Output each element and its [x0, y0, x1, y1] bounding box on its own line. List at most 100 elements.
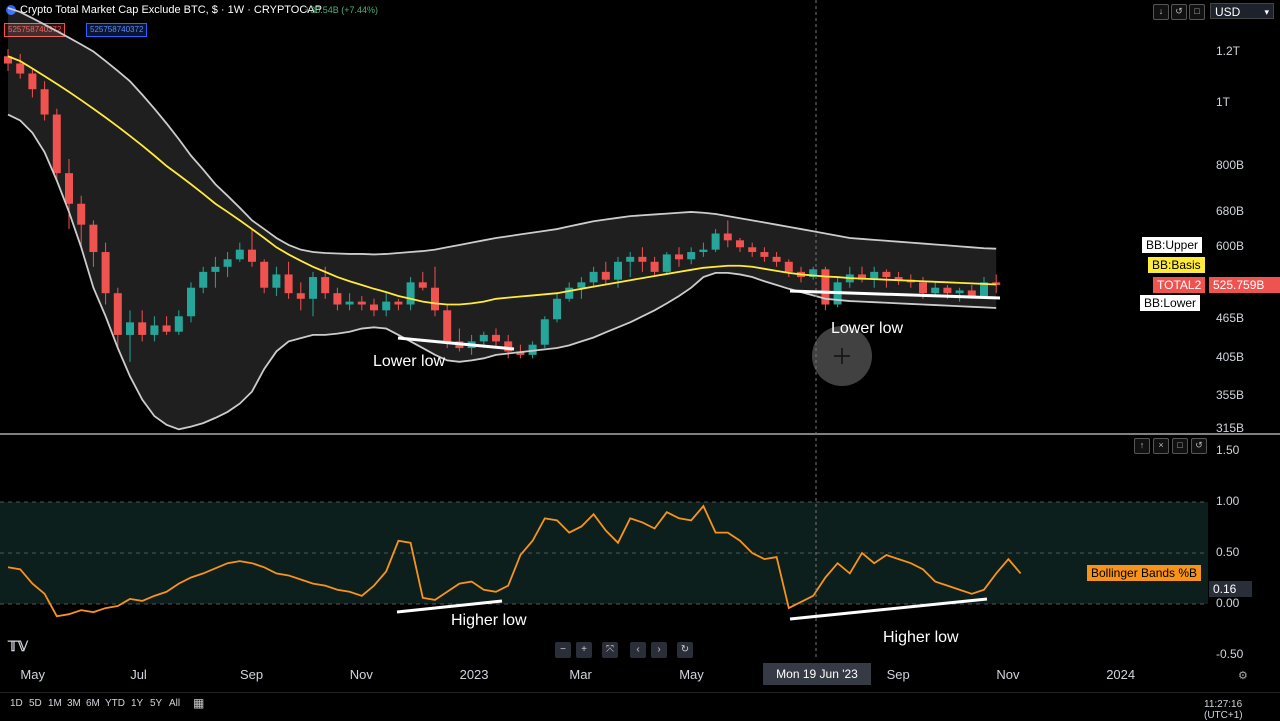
time-tick-label: Mar — [569, 667, 592, 682]
candle-body — [16, 63, 25, 74]
zoom-in-icon[interactable]: + — [576, 642, 592, 658]
higher-low-label-2: Higher low — [883, 629, 959, 646]
candle-body — [760, 252, 769, 257]
bb-basis-tag: BB:Basis — [1148, 257, 1205, 273]
candle-body — [492, 334, 500, 342]
candle-body — [382, 301, 391, 311]
close-icon[interactable]: × — [1153, 438, 1169, 454]
indicator-value-tag: 0.16 — [1209, 581, 1252, 597]
indicator-tick-label: -0.50 — [1216, 647, 1244, 661]
candle-body — [357, 301, 366, 305]
calendar-icon[interactable]: ▦ — [193, 696, 205, 710]
chart-canvas[interactable] — [0, 0, 1280, 692]
candle-body — [809, 269, 818, 278]
maximize-icon[interactable]: □ — [1172, 438, 1188, 454]
reset-scale-icon[interactable]: ⤧ — [602, 642, 618, 658]
timeframe-button-5y[interactable]: 5Y — [150, 698, 163, 709]
reset-view-icon[interactable]: ↻ — [677, 642, 693, 658]
lower-low-label-1: Lower low — [373, 353, 446, 370]
restore-icon[interactable]: ↺ — [1191, 438, 1207, 454]
clock-label[interactable]: 11:27:16 (UTC+1) — [1204, 699, 1243, 721]
candle-body — [614, 261, 622, 280]
price-tick-label: 1T — [1216, 95, 1231, 109]
candle-body — [650, 261, 659, 272]
indicator-tick-label: 0.00 — [1216, 596, 1240, 610]
candle-body — [980, 282, 988, 296]
chart-header: Crypto Total Market Cap Exclude BTC, $ ·… — [0, 0, 1280, 20]
settings-icon[interactable]: ⚙ — [1238, 670, 1248, 682]
price-tick-label: 315B — [1216, 421, 1245, 436]
candle-body — [553, 298, 561, 320]
time-tick-label: May — [679, 667, 704, 682]
candle-body — [138, 322, 147, 335]
lower-low-line-2 — [789, 289, 1001, 300]
price-tick-label: 1.2T — [1216, 43, 1241, 58]
candle-body — [772, 256, 781, 262]
zoom-out-icon[interactable]: − — [555, 642, 571, 658]
candle-body — [589, 271, 598, 283]
candle-body — [479, 334, 488, 342]
candle-body — [626, 256, 635, 262]
candle-body — [272, 274, 281, 288]
candle-body — [516, 351, 525, 355]
candle-body — [248, 249, 256, 262]
candle-body — [89, 224, 98, 253]
bb-upper-tag: BB:Upper — [1142, 237, 1203, 253]
tradingview-logo-icon[interactable]: 𝕋𝕍 — [8, 638, 29, 654]
down-arrow-icon[interactable]: ↓ — [1153, 4, 1169, 20]
timeframe-button-3m[interactable]: 3M — [67, 698, 81, 709]
candle-body — [699, 249, 708, 253]
expand-icon[interactable]: □ — [1189, 4, 1205, 20]
timeframe-button-1m[interactable]: 1M — [48, 698, 62, 709]
candle-body — [431, 287, 439, 311]
candle-body — [284, 274, 293, 294]
bollinger-band-fill — [8, 7, 997, 430]
lower-low-line-1 — [397, 336, 515, 351]
scroll-left-icon[interactable]: ‹ — [630, 642, 646, 658]
timeframe-button-1d[interactable]: 1D — [10, 698, 23, 709]
timeframe-button-1y[interactable]: 1Y — [131, 698, 144, 709]
pctb-line — [7, 504, 1022, 618]
candle-body — [858, 274, 866, 280]
candle-body — [223, 259, 232, 267]
candle-body — [28, 73, 37, 90]
candle-body — [235, 249, 244, 260]
currency-selector[interactable]: USD ▾ — [1210, 3, 1274, 19]
candle-body — [394, 301, 403, 305]
higher-low-line-2 — [789, 597, 988, 621]
chart-title[interactable]: Crypto Total Market Cap Exclude BTC, $ ·… — [20, 4, 322, 16]
timeframe-button-all[interactable]: All — [169, 698, 181, 709]
undo-icon[interactable]: ↺ — [1171, 4, 1187, 20]
candle-body — [882, 271, 891, 278]
indicator-tick-label: 0.50 — [1216, 545, 1240, 559]
candle-body — [675, 254, 683, 260]
candle-body — [784, 261, 793, 272]
candle-body — [162, 325, 171, 332]
candle-body — [723, 233, 732, 241]
bottom-toolbar — [0, 692, 1280, 721]
time-tick-label: May — [20, 667, 45, 682]
candle-body — [711, 233, 720, 250]
bb-lower-tag: BB:Lower — [1140, 295, 1201, 311]
cursor-price-buy[interactable]: 525758740372 — [86, 23, 148, 37]
scroll-right-icon[interactable]: › — [651, 642, 667, 658]
candlestick-series — [4, 49, 1001, 362]
candle-body — [443, 310, 452, 342]
candle-body — [967, 290, 976, 296]
timeframe-button-5d[interactable]: 5D — [29, 698, 42, 709]
candle-body — [150, 325, 159, 335]
higher-low-line-1 — [396, 599, 503, 614]
price-tick-label: 465B — [1216, 311, 1245, 326]
candle-body — [40, 89, 49, 115]
candle-body — [736, 240, 744, 248]
candle-body — [870, 271, 879, 280]
price-tick-label: 600B — [1216, 239, 1245, 254]
candle-body — [309, 277, 317, 299]
candle-body — [894, 277, 903, 280]
indicator-name-tag: Bollinger Bands %B — [1087, 565, 1202, 581]
timeframe-button-6m[interactable]: 6M — [86, 698, 100, 709]
candle-body — [345, 301, 354, 305]
move-up-icon[interactable]: ↑ — [1134, 438, 1150, 454]
time-tick-label: 2024 — [1106, 667, 1136, 682]
timeframe-button-ytd[interactable]: YTD — [105, 698, 125, 709]
